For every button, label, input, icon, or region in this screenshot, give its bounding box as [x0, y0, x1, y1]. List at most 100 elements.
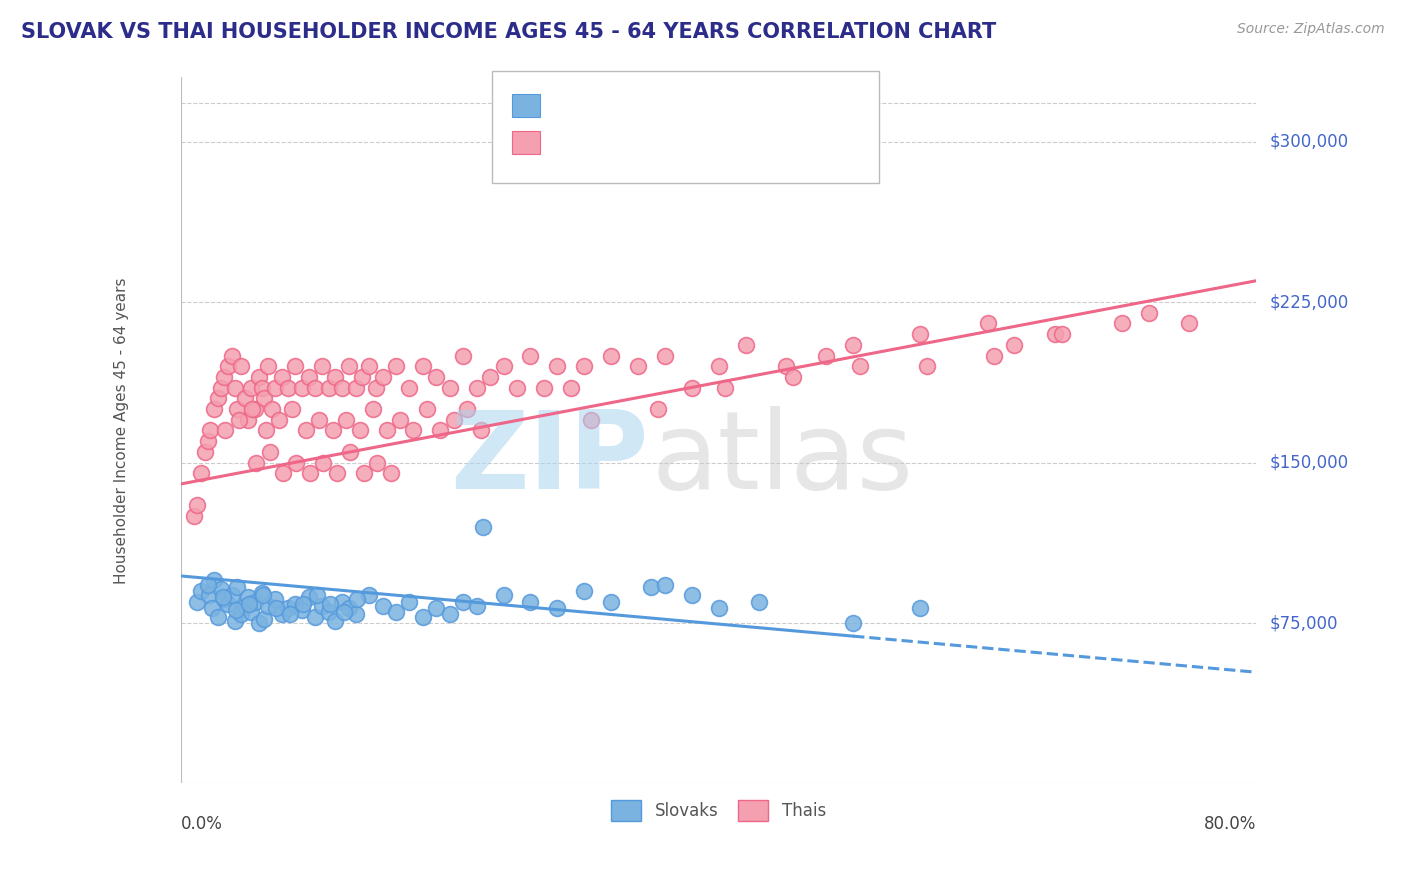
- Text: 0.420: 0.420: [588, 133, 650, 153]
- Point: [574, 583, 596, 598]
- Point: [281, 402, 304, 417]
- Point: [239, 381, 262, 395]
- Point: [640, 580, 662, 594]
- Point: [224, 381, 246, 395]
- Point: [451, 349, 474, 363]
- Text: $300,000: $300,000: [1270, 133, 1348, 151]
- Point: [231, 607, 253, 622]
- Point: [250, 586, 273, 600]
- Point: [264, 381, 287, 395]
- Point: [231, 359, 253, 374]
- Point: [297, 591, 319, 605]
- Point: [366, 456, 388, 470]
- Point: [337, 601, 360, 615]
- Point: [849, 359, 872, 374]
- Point: [380, 467, 402, 481]
- Point: [352, 370, 374, 384]
- Point: [217, 359, 239, 374]
- Point: [197, 434, 219, 449]
- Point: [245, 456, 267, 470]
- Point: [297, 370, 319, 384]
- Text: Source: ZipAtlas.com: Source: ZipAtlas.com: [1237, 22, 1385, 37]
- Text: R =: R =: [547, 134, 592, 152]
- Point: [270, 370, 292, 384]
- Point: [456, 402, 478, 417]
- Point: [600, 349, 623, 363]
- Point: [322, 424, 344, 438]
- Point: [1178, 317, 1201, 331]
- Point: [402, 424, 425, 438]
- Point: [465, 599, 488, 613]
- Point: [217, 597, 239, 611]
- Point: [560, 381, 582, 395]
- Point: [364, 381, 387, 395]
- Text: $150,000: $150,000: [1270, 453, 1348, 472]
- Point: [506, 381, 529, 395]
- Point: [200, 424, 222, 438]
- Legend: Slovaks, Thais: Slovaks, Thais: [605, 793, 832, 828]
- Text: 111: 111: [696, 133, 737, 153]
- Point: [375, 424, 398, 438]
- Point: [209, 582, 232, 596]
- Point: [915, 359, 938, 374]
- Point: [243, 402, 266, 417]
- Point: [190, 583, 212, 598]
- Point: [235, 599, 257, 613]
- Point: [312, 456, 335, 470]
- Point: [681, 588, 703, 602]
- Point: [1004, 338, 1026, 352]
- Point: [259, 445, 281, 459]
- Point: [344, 381, 367, 395]
- Point: [194, 445, 217, 459]
- Point: [298, 467, 321, 481]
- Point: [439, 381, 461, 395]
- Point: [472, 520, 495, 534]
- Point: [1137, 306, 1160, 320]
- Point: [305, 588, 328, 602]
- Point: [236, 413, 259, 427]
- Point: [346, 592, 368, 607]
- Point: [207, 392, 229, 406]
- Point: [277, 601, 299, 615]
- Point: [976, 317, 998, 331]
- Point: [412, 609, 434, 624]
- Point: [359, 359, 381, 374]
- Point: [439, 607, 461, 622]
- Point: [627, 359, 650, 374]
- Point: [470, 424, 492, 438]
- Point: [226, 580, 249, 594]
- Point: [221, 588, 243, 602]
- Point: [349, 424, 371, 438]
- Point: [257, 599, 280, 613]
- Point: [681, 381, 703, 395]
- Text: SLOVAK VS THAI HOUSEHOLDER INCOME AGES 45 - 64 YEARS CORRELATION CHART: SLOVAK VS THAI HOUSEHOLDER INCOME AGES 4…: [21, 22, 997, 42]
- Point: [451, 594, 474, 608]
- Point: [344, 607, 367, 622]
- Text: $225,000: $225,000: [1270, 293, 1348, 311]
- Point: [361, 402, 384, 417]
- Point: [212, 592, 235, 607]
- Point: [253, 612, 276, 626]
- Point: [654, 349, 676, 363]
- Point: [318, 605, 340, 619]
- Point: [235, 392, 257, 406]
- Point: [416, 402, 439, 417]
- Point: [910, 601, 932, 615]
- Point: [228, 413, 250, 427]
- Point: [479, 370, 502, 384]
- Point: [389, 413, 412, 427]
- Point: [238, 597, 260, 611]
- Point: [308, 413, 330, 427]
- Point: [198, 588, 221, 602]
- Point: [236, 591, 259, 605]
- Point: [1050, 327, 1073, 342]
- Point: [546, 359, 568, 374]
- Point: [335, 413, 357, 427]
- Point: [815, 349, 838, 363]
- Point: [325, 614, 347, 628]
- Point: [330, 594, 353, 608]
- Point: [714, 381, 737, 395]
- Text: -0.364: -0.364: [588, 95, 657, 115]
- Point: [291, 603, 314, 617]
- Point: [600, 594, 623, 608]
